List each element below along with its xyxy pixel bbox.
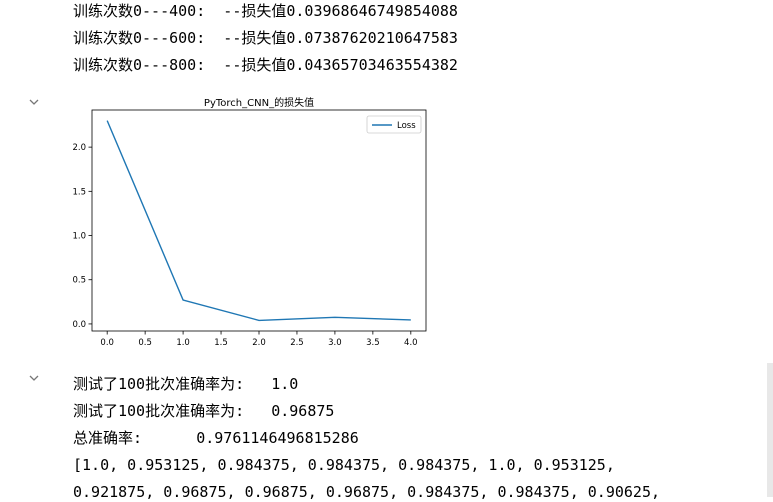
x-tick-label: 0.0 <box>100 338 114 348</box>
output-line: 训练次数0---400: --损失值0.03968646749854088 <box>73 2 458 20</box>
output-line: 训练次数0---600: --损失值0.07387620210647583 <box>73 29 458 47</box>
y-tick-label: 0.0 <box>72 320 86 330</box>
chevron-down-icon[interactable] <box>29 98 39 106</box>
x-tick-label: 1.5 <box>214 338 228 348</box>
x-tick-label: 2.5 <box>290 338 304 348</box>
loss-series-line <box>106 120 411 322</box>
x-tick-label: 3.0 <box>328 338 342 348</box>
y-tick-label: 1.5 <box>72 187 86 197</box>
x-tick-label: 4.0 <box>404 338 418 348</box>
vertical-scrollbar[interactable] <box>767 363 773 497</box>
loss-chart-svg: PyTorch_CNN_的损失值 0.0 0.5 1.0 1.5 2.0 2.5 3.0 3.5… <box>72 96 427 348</box>
loss-chart: PyTorch_CNN_的损失值 0.0 0.5 1.0 1.5 2.0 2.5 3.0 3.5… <box>60 90 440 359</box>
chart-title: PyTorch_CNN_的损失值 <box>204 96 314 109</box>
x-tick-label: 3.5 <box>366 338 380 348</box>
y-tick-label: 2.0 <box>72 143 86 153</box>
y-tick-label: 1.0 <box>72 232 86 242</box>
output-line: 测试了100批次准确率为: 1.0 <box>73 375 299 393</box>
output-line: 训练次数0---800: --损失值0.04365703463554382 <box>73 56 458 74</box>
x-tick-label: 1.0 <box>176 338 190 348</box>
output-line: 总准确率: 0.9761146496815286 <box>73 429 359 447</box>
x-tick-label: 2.0 <box>252 338 266 348</box>
output-line: [1.0, 0.953125, 0.984375, 0.984375, 0.98… <box>73 456 615 474</box>
axes-frame <box>91 109 427 332</box>
x-tick-label: 0.5 <box>138 338 152 348</box>
legend-label: Loss <box>397 121 416 131</box>
legend-box <box>366 115 422 134</box>
output-line: 测试了100批次准确率为: 0.96875 <box>73 402 335 420</box>
chevron-down-icon[interactable] <box>29 374 39 382</box>
y-tick-label: 0.5 <box>72 276 86 286</box>
output-line: 0.921875, 0.96875, 0.96875, 0.96875, 0.9… <box>73 483 660 501</box>
